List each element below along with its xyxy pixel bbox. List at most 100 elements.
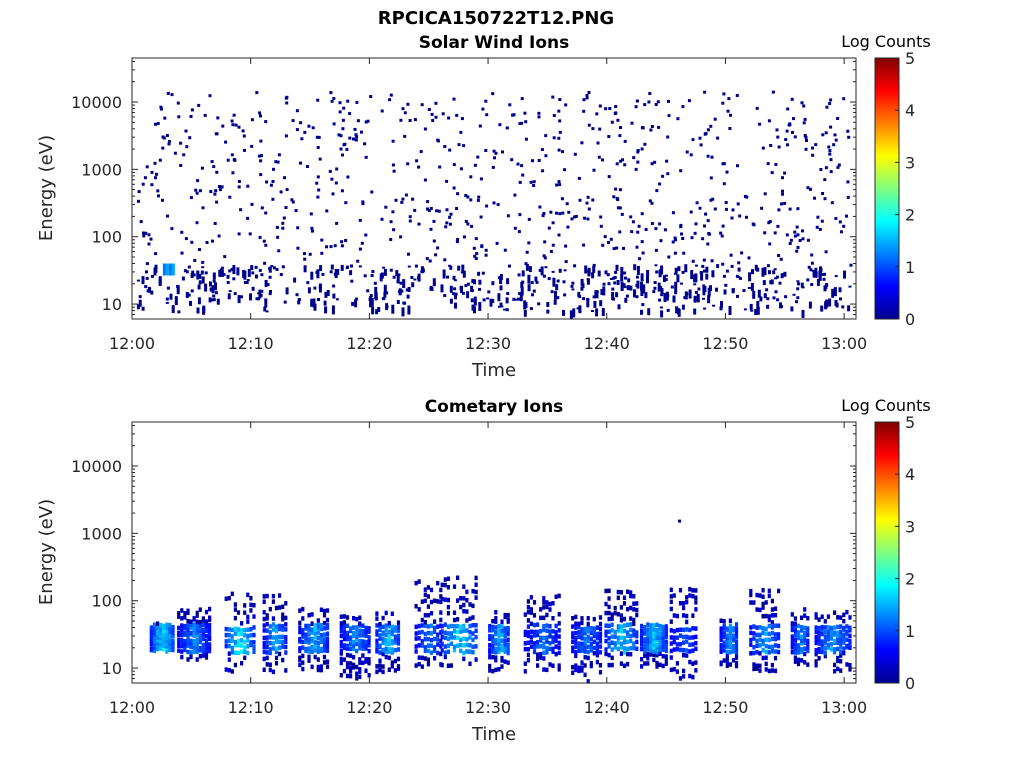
heatmap-cell — [839, 297, 842, 301]
heatmap-cell — [446, 624, 450, 629]
heatmap-cell — [208, 606, 212, 612]
heatmap-cell — [524, 120, 528, 124]
heatmap-cell — [749, 592, 753, 598]
heatmap-cell — [725, 170, 729, 174]
heatmap-cell — [545, 623, 549, 628]
heatmap-cell — [691, 642, 695, 647]
heatmap-cell — [551, 616, 555, 621]
heatmap-cell — [279, 190, 283, 194]
heatmap-cell — [384, 610, 388, 616]
heatmap-cell — [390, 647, 394, 652]
heatmap-cell — [190, 273, 194, 278]
heatmap-cell — [607, 616, 611, 622]
heatmap-cell — [767, 644, 771, 650]
heatmap-cell — [391, 163, 395, 167]
heatmap-cell — [695, 264, 698, 267]
heatmap-cell — [352, 646, 356, 652]
heatmap-cell — [322, 620, 327, 626]
x-tick-label: 12:20 — [346, 698, 392, 717]
heatmap-cell — [339, 621, 343, 626]
heatmap-cell — [574, 621, 578, 626]
heatmap-cell — [478, 301, 482, 311]
heatmap-cell — [342, 636, 346, 642]
heatmap-cell — [610, 622, 614, 627]
heatmap-cell — [271, 627, 275, 632]
heatmap-cell — [242, 270, 246, 278]
heatmap-cell — [735, 94, 739, 97]
heatmap-cell — [756, 306, 760, 315]
heatmap-cell — [600, 289, 604, 295]
heatmap-cell — [390, 624, 394, 630]
heatmap-cell — [793, 135, 797, 139]
heatmap-cell — [381, 624, 385, 630]
heatmap-cell — [491, 165, 495, 169]
heatmap-cell — [319, 623, 323, 628]
heatmap-cell — [796, 643, 801, 648]
heatmap-cell — [201, 648, 205, 654]
heatmap-cell — [475, 252, 479, 255]
heatmap-cell — [369, 299, 373, 308]
heatmap-cell — [208, 635, 212, 640]
heatmap-cell — [616, 280, 620, 285]
heatmap-cell — [494, 616, 498, 621]
heatmap-cell — [423, 619, 427, 625]
heatmap-cell — [679, 223, 683, 227]
heatmap-cell — [599, 215, 603, 219]
heatmap-cell — [674, 281, 678, 286]
heatmap-cell — [266, 283, 270, 287]
heatmap-cell — [618, 230, 622, 234]
heatmap-cell — [349, 646, 353, 652]
heatmap-cell — [766, 304, 770, 309]
heatmap-cell — [658, 651, 662, 656]
colorbar-tick-label: 1 — [905, 258, 915, 277]
heatmap-cell — [301, 616, 305, 621]
heatmap-cell — [796, 233, 800, 237]
heatmap-cell — [189, 300, 192, 306]
heatmap-cell — [208, 622, 212, 628]
heatmap-cell — [396, 633, 401, 638]
y-tick-label: 10000 — [71, 457, 122, 476]
heatmap-cell — [491, 638, 495, 643]
heatmap-cell — [465, 598, 469, 603]
heatmap-cell — [461, 291, 465, 295]
heatmap-cell — [578, 305, 582, 313]
heatmap-cell — [695, 201, 699, 205]
heatmap-cell — [685, 639, 689, 644]
heatmap-cell — [298, 608, 302, 613]
heatmap-cell — [770, 607, 774, 612]
heatmap-cell — [554, 623, 558, 629]
heatmap-cell — [382, 266, 386, 269]
heatmap-cell — [265, 640, 269, 645]
heatmap-cell — [426, 604, 430, 609]
heatmap-cell — [423, 631, 427, 637]
heatmap-cell — [626, 646, 630, 652]
heatmap-cell — [260, 273, 264, 277]
heatmap-cell — [665, 291, 669, 301]
heatmap-cell — [694, 290, 698, 294]
heatmap-cell — [622, 663, 627, 668]
heatmap-cell — [390, 631, 394, 637]
heatmap-cell — [423, 598, 427, 604]
heatmap-cell — [367, 660, 371, 666]
heatmap-cell — [836, 640, 840, 646]
heatmap-cell — [271, 646, 275, 651]
heatmap-cell — [635, 639, 639, 645]
heatmap-cell — [607, 604, 611, 610]
heatmap-cell — [694, 660, 698, 665]
heatmap-cell — [551, 270, 555, 273]
heatmap-cell — [367, 629, 371, 634]
heatmap-cell — [429, 287, 433, 291]
heatmap-cell — [298, 625, 302, 630]
heatmap-cell — [316, 618, 320, 623]
heatmap-cell — [826, 625, 830, 630]
heatmap-cell — [449, 212, 453, 216]
heatmap-cell — [243, 633, 247, 638]
heatmap-cell — [610, 120, 614, 124]
heatmap-cell — [704, 212, 708, 216]
heatmap-cell — [262, 239, 266, 243]
heatmap-cell — [532, 600, 537, 605]
heatmap-cell — [452, 292, 456, 296]
heatmap-cell — [310, 644, 314, 650]
heatmap-cell — [184, 237, 188, 241]
heatmap-cell — [667, 99, 670, 103]
